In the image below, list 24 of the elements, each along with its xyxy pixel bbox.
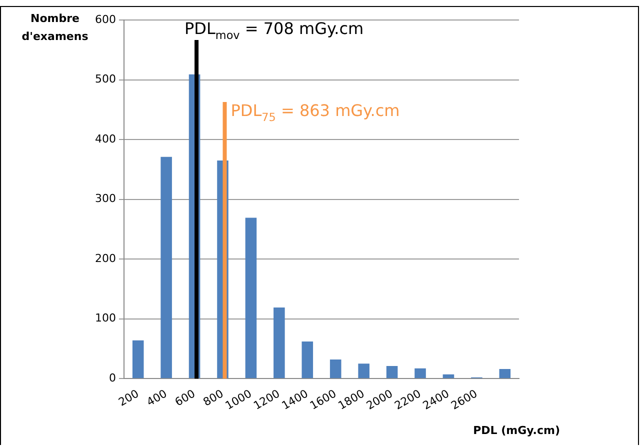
x-axis-title: PDL (mGy.cm) bbox=[473, 424, 560, 437]
bar bbox=[386, 366, 398, 378]
y-tick-label: 200 bbox=[94, 252, 116, 265]
bar bbox=[442, 374, 454, 378]
bar bbox=[414, 368, 426, 378]
y-tick-label: 500 bbox=[94, 72, 116, 86]
bar bbox=[132, 340, 144, 378]
y-tick-label: 400 bbox=[94, 132, 116, 146]
bar bbox=[245, 218, 257, 378]
y-tick-label: 300 bbox=[94, 192, 116, 206]
y-tick-label: 100 bbox=[94, 312, 116, 325]
y-tick-label: 600 bbox=[94, 12, 116, 26]
x-tick-label: 400 bbox=[144, 387, 170, 409]
bar bbox=[330, 359, 342, 378]
x-tick-label: 800 bbox=[200, 387, 226, 409]
y-axis-title: Nombre d'examens bbox=[22, 12, 89, 43]
y-tick-label: 0 bbox=[108, 371, 116, 384]
bar bbox=[274, 307, 285, 378]
x-tick-label: 200 bbox=[116, 387, 142, 409]
bar bbox=[499, 369, 511, 378]
bar bbox=[358, 364, 370, 378]
bar bbox=[302, 342, 314, 378]
x-tick-label: 600 bbox=[172, 387, 198, 409]
bar bbox=[160, 156, 172, 378]
